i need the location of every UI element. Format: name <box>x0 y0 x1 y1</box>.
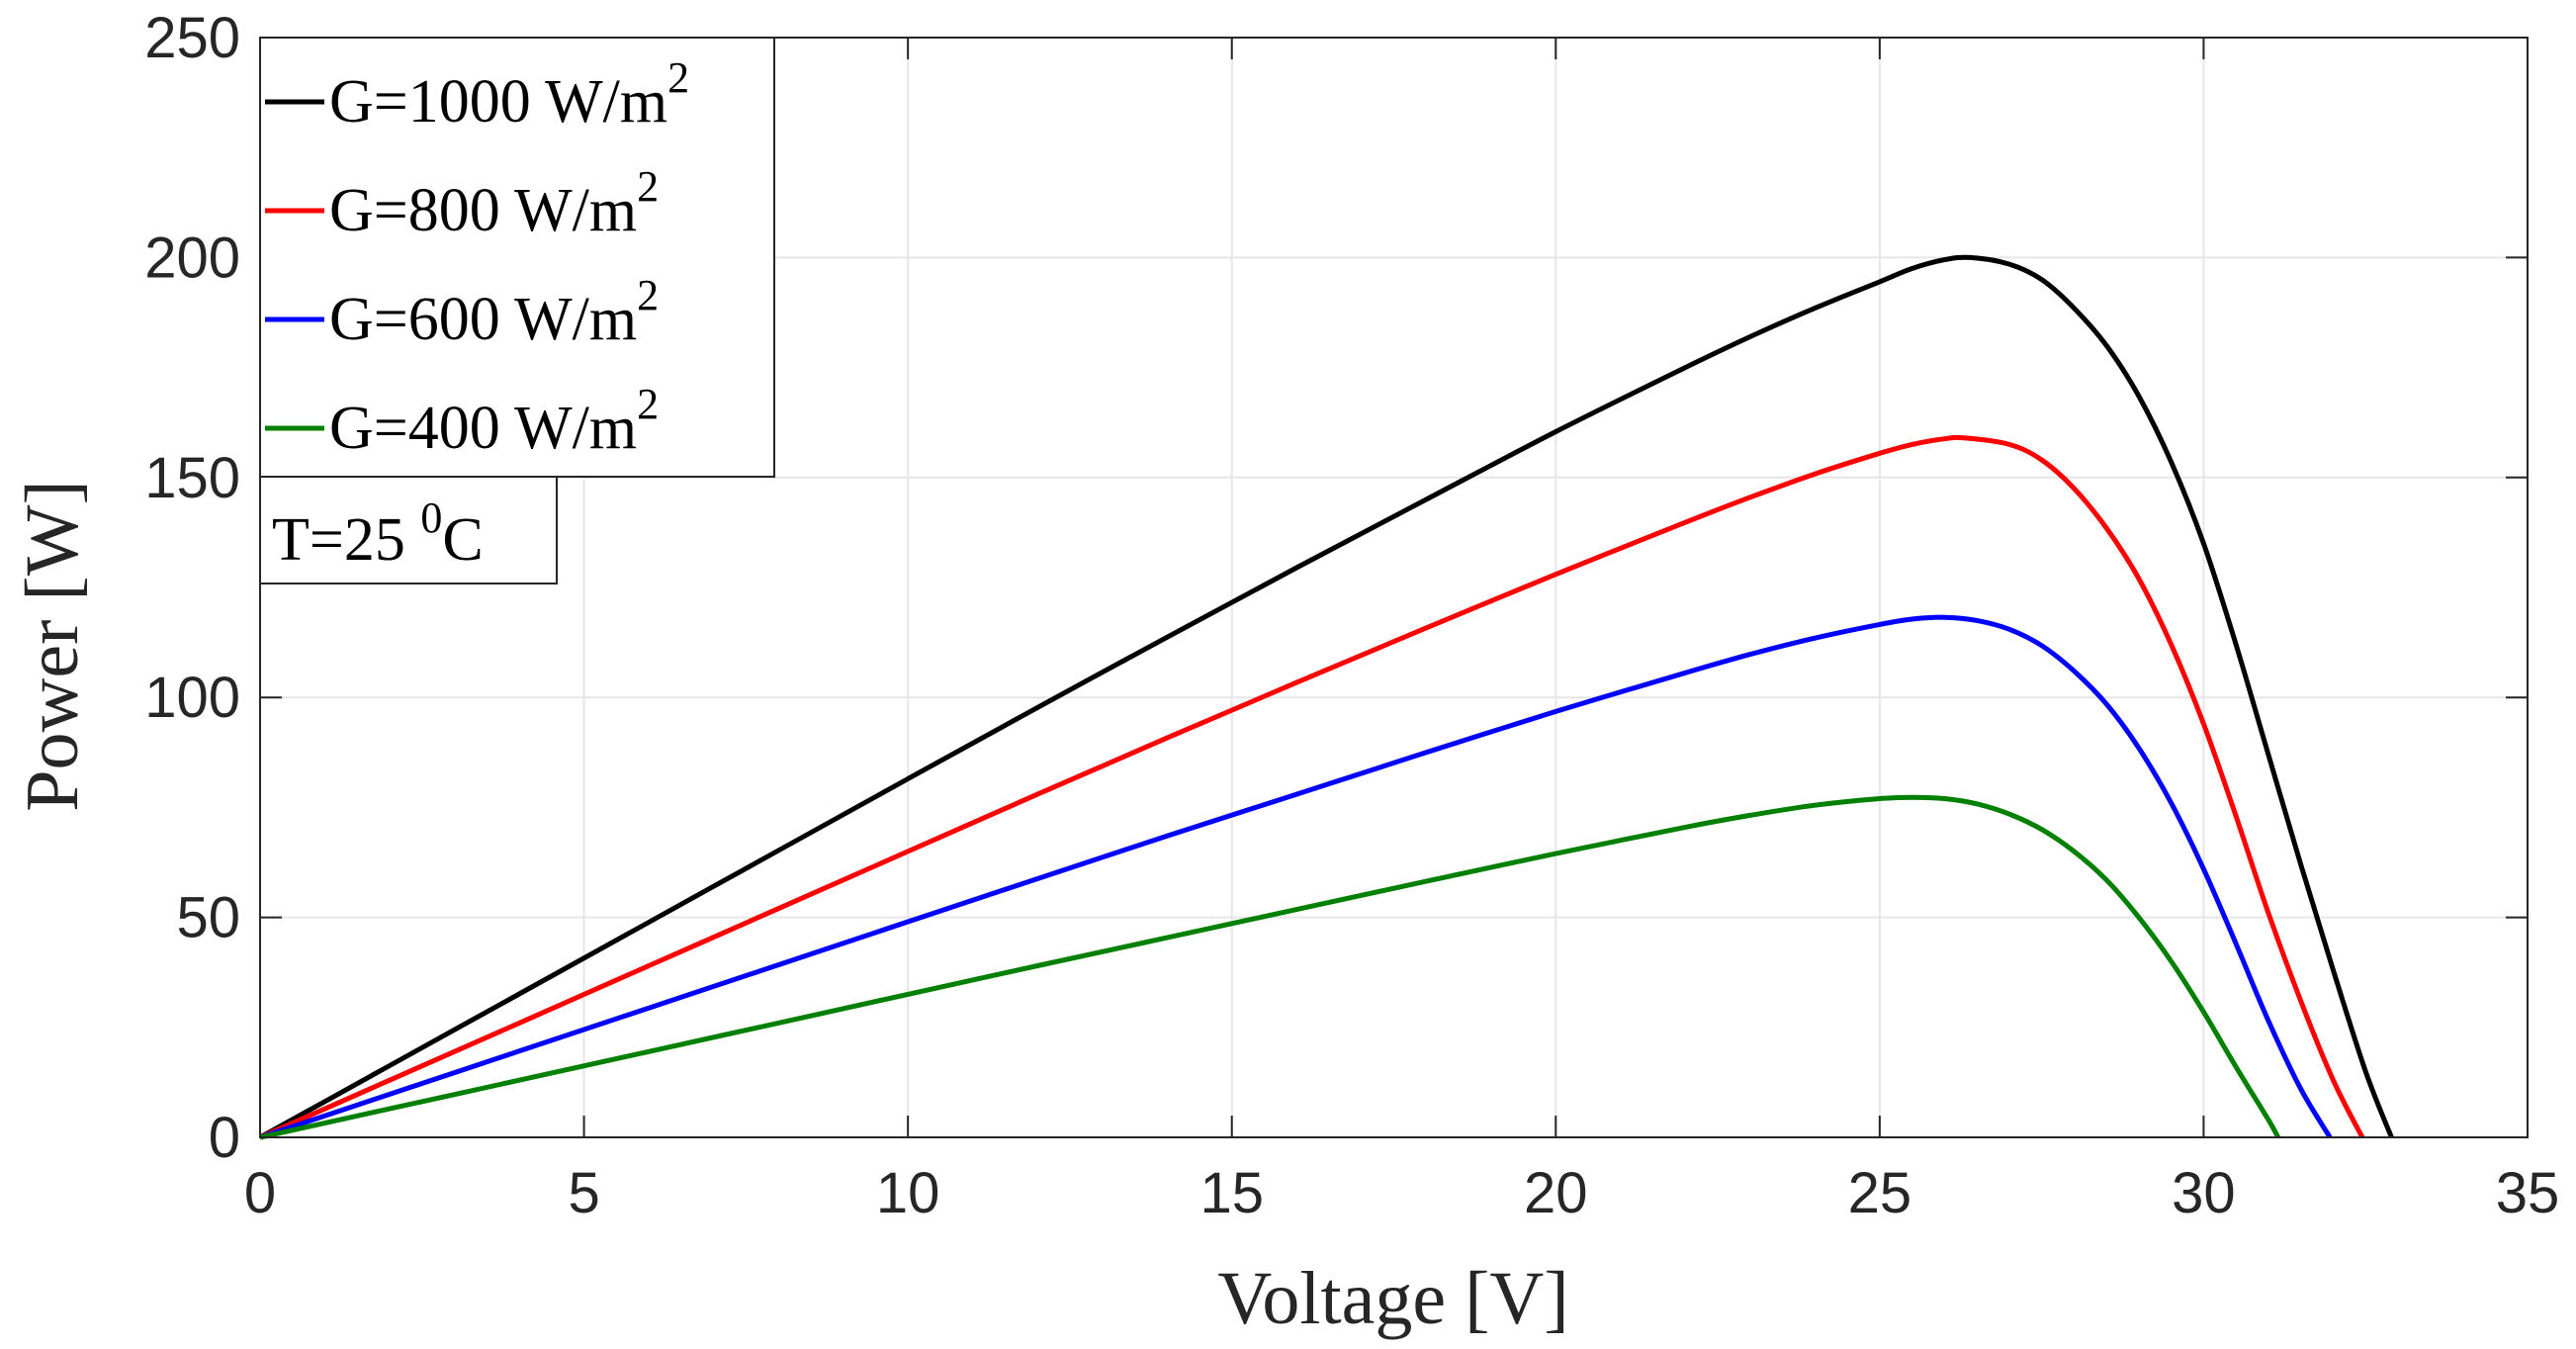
series-line-1 <box>258 254 2394 1140</box>
ticks: 0 5 10 15 20 25 30 35 0 50 100 150 200 250 <box>144 6 2559 1225</box>
x-axis-title: Voltage [V] <box>1217 1257 1568 1340</box>
y-tick-label: 100 <box>144 666 240 730</box>
y-tick-label: 200 <box>144 225 240 290</box>
x-tick-label: 30 <box>2172 1161 2236 1225</box>
y-tick-label: 250 <box>144 6 240 70</box>
x-tick-label: 35 <box>2496 1161 2560 1225</box>
annotation-box <box>259 476 558 585</box>
y-axis-title: Power [W] <box>11 480 94 812</box>
y-tick-label: 50 <box>176 886 240 950</box>
x-tick-label: 10 <box>876 1161 940 1225</box>
legend-box <box>259 37 775 478</box>
temperature-annotation: T=25 0C <box>259 476 558 585</box>
x-tick-label: 15 <box>1199 1161 1264 1225</box>
x-tick-label: 25 <box>1848 1161 1912 1225</box>
legend-label-1: G=1000 W/m2 <box>329 53 689 135</box>
y-tick-label: 0 <box>209 1106 240 1170</box>
x-tick-label: 0 <box>244 1161 276 1225</box>
annotation-text: T=25 0C <box>272 494 484 574</box>
legend: G=1000 W/m2 G=800 W/m2 G=600 W/m2 G=400 W/m… <box>259 37 775 478</box>
legend-label-4: G=400 W/m2 <box>329 380 659 462</box>
legend-label-3: G=600 W/m2 <box>329 271 659 353</box>
legend-label-2: G=800 W/m2 <box>329 162 659 244</box>
axes-box <box>259 37 2529 1138</box>
series-line-2 <box>258 434 2365 1140</box>
series-line-3 <box>259 614 2333 1140</box>
y-tick-label: 150 <box>144 446 240 510</box>
series-line-4 <box>259 794 2280 1140</box>
x-tick-label: 20 <box>1524 1161 1588 1225</box>
series-lines <box>258 254 2394 1140</box>
x-tick-label: 5 <box>568 1161 599 1225</box>
